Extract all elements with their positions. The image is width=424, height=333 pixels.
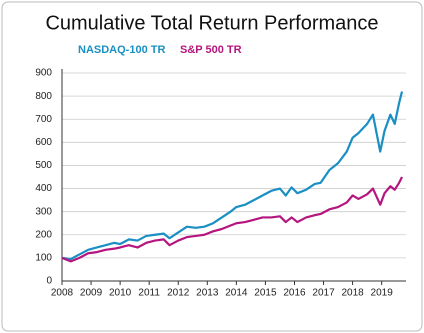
y-tick-label: 400 bbox=[35, 183, 52, 194]
y-tick-label: 600 bbox=[35, 137, 52, 148]
y-tick-label: 0 bbox=[46, 276, 52, 287]
x-tick-label: 2008 bbox=[51, 288, 74, 299]
y-tick-label: 700 bbox=[35, 114, 52, 125]
x-tick-label: 2013 bbox=[196, 288, 219, 299]
x-tick-label: 2012 bbox=[167, 288, 190, 299]
x-tick-label: 2009 bbox=[80, 288, 103, 299]
series-line bbox=[61, 176, 403, 263]
x-tick-label: 2010 bbox=[109, 288, 132, 299]
y-tick-label: 300 bbox=[35, 206, 52, 217]
x-tick-label: 2014 bbox=[225, 288, 248, 299]
x-tick-label: 2018 bbox=[341, 288, 364, 299]
y-tick-label: 100 bbox=[35, 253, 52, 264]
y-tick-label: 500 bbox=[35, 160, 52, 171]
x-tick-label: 2011 bbox=[138, 288, 160, 299]
series-line bbox=[61, 91, 404, 261]
legend-entry: S&P 500 TR bbox=[180, 44, 242, 56]
x-tick-label: 2019 bbox=[371, 288, 394, 299]
x-tick-label: 2017 bbox=[312, 288, 335, 299]
chart-title: Cumulative Total Return Performance bbox=[45, 12, 378, 34]
x-tick-label: 2016 bbox=[283, 288, 306, 299]
x-tick-label: 2015 bbox=[254, 288, 277, 299]
legend-entry: NASDAQ-100 TR bbox=[78, 44, 165, 56]
y-tick-label: 900 bbox=[35, 68, 52, 79]
y-tick-label: 200 bbox=[35, 229, 52, 240]
y-tick-label: 800 bbox=[35, 91, 52, 102]
